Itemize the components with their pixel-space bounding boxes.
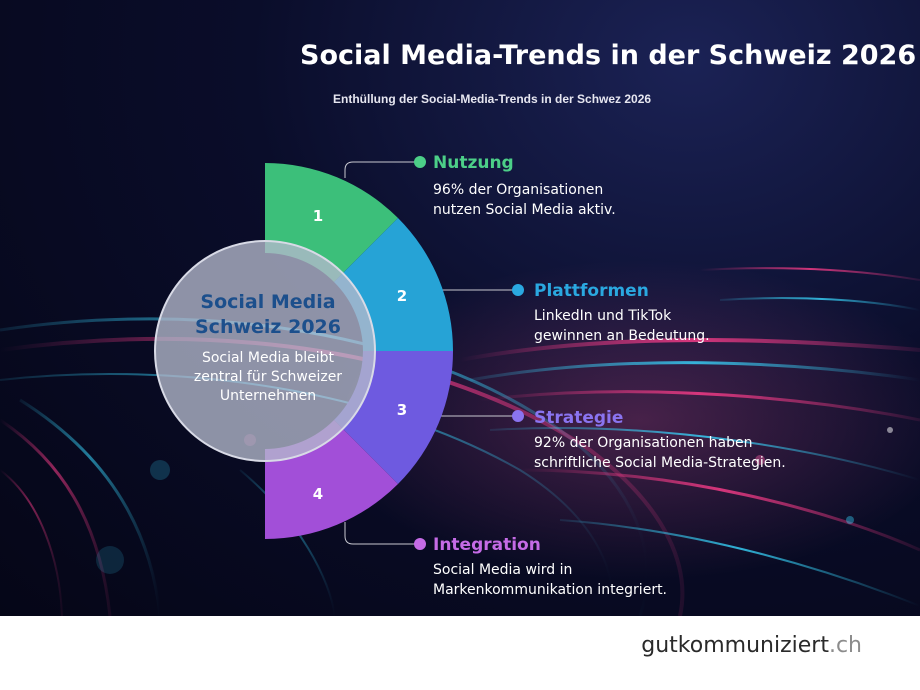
item-text-nutzung: 96% der Organisationen nutzen Social Med… xyxy=(433,180,616,220)
page-title: Social Media-Trends in der Schweiz 2026 xyxy=(300,40,917,71)
item-title-integration: Integration xyxy=(433,535,541,555)
segment-1-number: 1 xyxy=(312,207,324,225)
item-text-plattformen: LinkedIn und TikTok gewinnen an Bedeutun… xyxy=(534,306,710,346)
center-circle xyxy=(154,240,376,462)
segment-3-number: 3 xyxy=(396,401,408,419)
page-subtitle: Enthüllung der Social-Media-Trends in de… xyxy=(333,92,652,106)
center-text: Social Media bleibt zentral für Schweize… xyxy=(168,349,368,406)
center-title: Social Media Schweiz 2026 xyxy=(168,290,368,340)
light-trails-background xyxy=(0,260,920,616)
item-text-line: Markenkommunikation integriert. xyxy=(433,582,668,598)
segment-4-number: 4 xyxy=(312,485,324,503)
center-title-line-2: Schweiz 2026 xyxy=(195,316,341,338)
item-text-line: 92% der Organisationen haben xyxy=(534,435,753,451)
connector-4 xyxy=(344,522,420,545)
item-text-integration: Social Media wird in Markenkommunikation… xyxy=(433,560,667,600)
infographic-canvas: Social Media-Trends in der Schweiz 2026 … xyxy=(0,0,920,616)
dot-2 xyxy=(512,284,524,296)
item-text-line: 96% der Organisationen xyxy=(433,182,604,198)
item-title-nutzung: Nutzung xyxy=(433,153,514,173)
item-text-line: Social Media wird in xyxy=(433,562,573,578)
dot-3 xyxy=(512,410,524,422)
item-text-line: nutzen Social Media aktiv. xyxy=(433,202,616,218)
item-text-line: schriftliche Social Media-Strategien. xyxy=(534,455,786,471)
item-text-line: LinkedIn und TikTok xyxy=(534,308,672,324)
brand-logo: gutkommuniziert.ch xyxy=(641,633,862,658)
connector-1 xyxy=(344,161,420,178)
segment-2-number: 2 xyxy=(396,287,408,305)
item-text-strategie: 92% der Organisationen haben schriftlich… xyxy=(534,433,786,473)
item-title-strategie: Strategie xyxy=(534,408,624,428)
dot-1 xyxy=(414,156,426,168)
semicircle-diagram xyxy=(154,156,524,550)
center-text-line-2: zentral für Schweizer xyxy=(193,369,343,385)
item-text-line: gewinnen an Bedeutung. xyxy=(534,328,710,344)
center-text-line-3: Unternehmen xyxy=(219,388,317,404)
brand-name: gutkommuniziert xyxy=(641,633,829,658)
dot-4 xyxy=(414,538,426,550)
item-title-plattformen: Plattformen xyxy=(534,281,649,301)
center-title-line-1: Social Media xyxy=(200,291,336,313)
footer-bar: gutkommuniziert.ch xyxy=(0,616,920,690)
brand-tld: .ch xyxy=(828,633,862,658)
center-text-line-1: Social Media bleibt xyxy=(201,350,335,366)
